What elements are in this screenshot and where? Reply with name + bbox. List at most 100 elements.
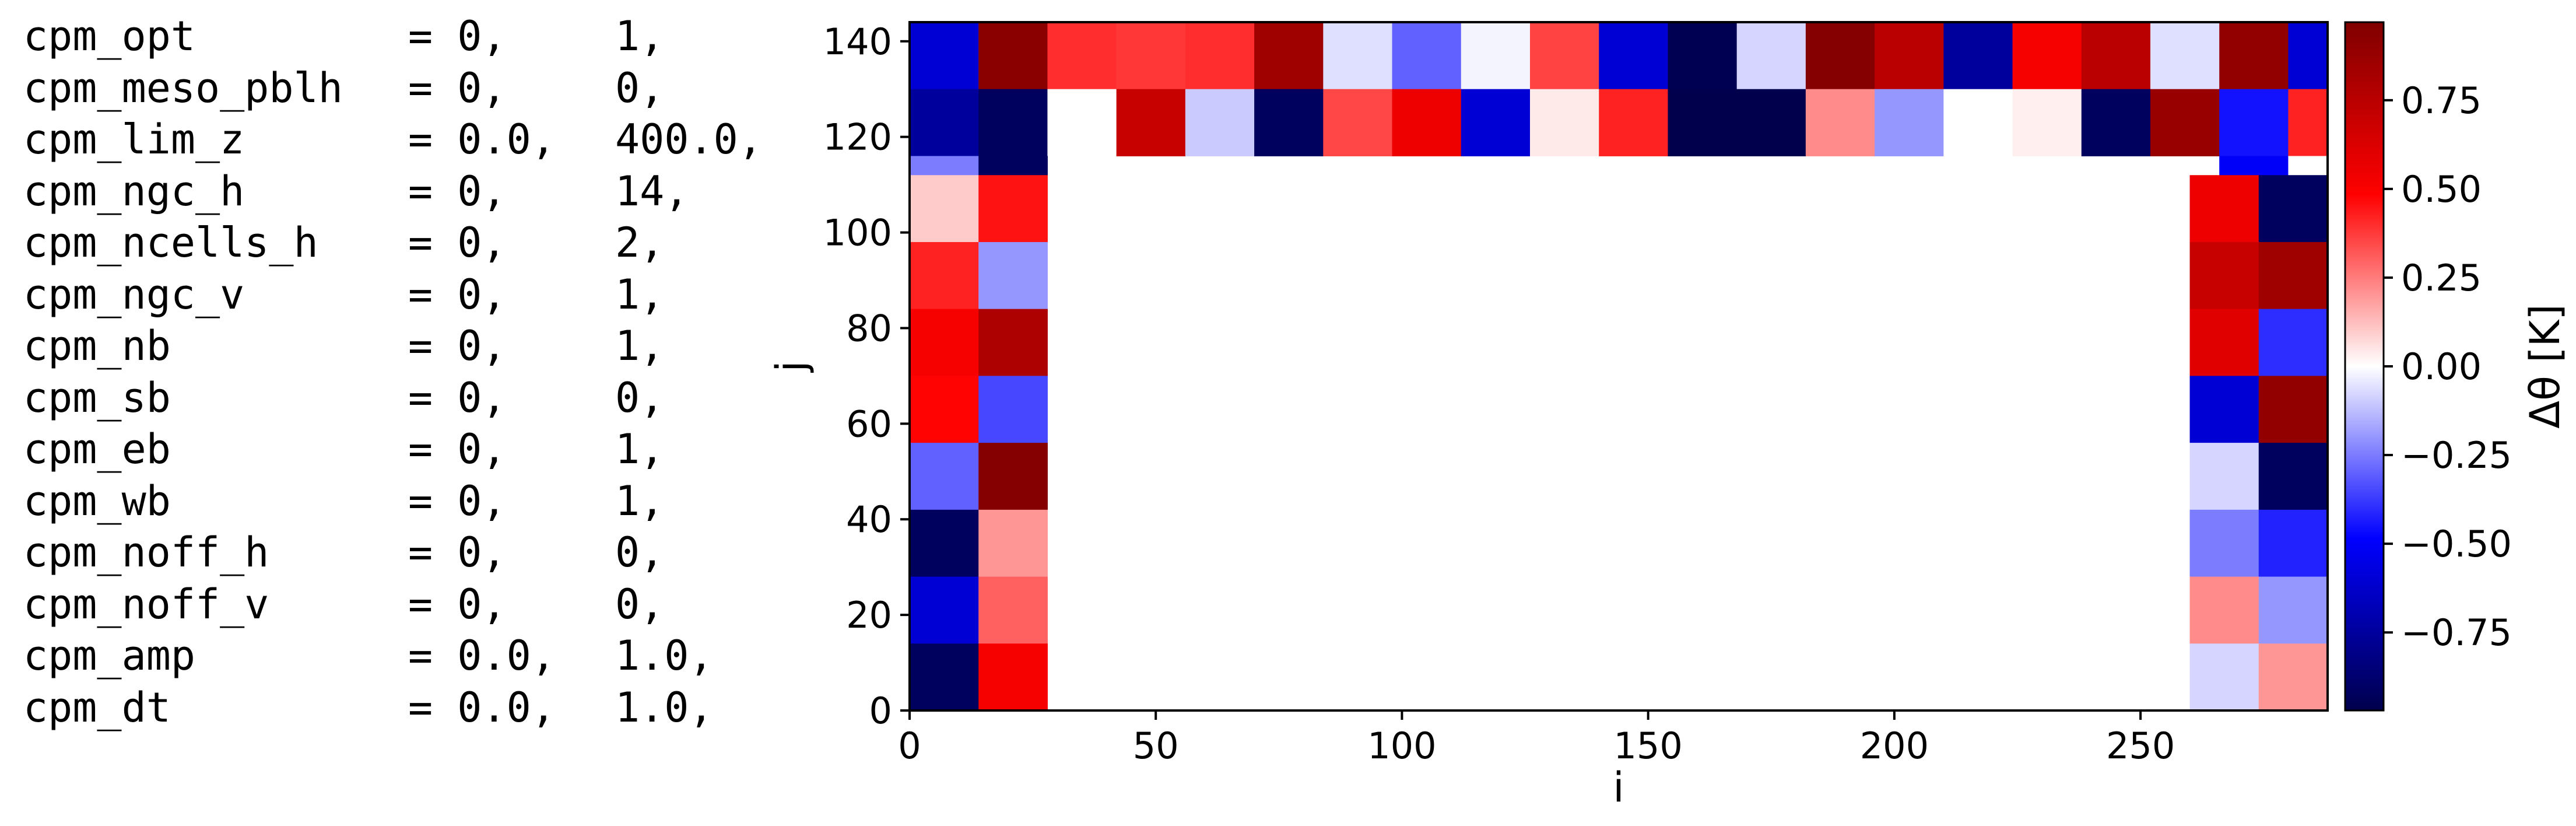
namelist-value-1: = 0.0, (408, 116, 556, 163)
namelist-row: cpm_ngc_v = 0, 1, (23, 269, 763, 321)
plot-frame (908, 21, 2329, 712)
namelist-param-name: cpm_sb (23, 373, 171, 422)
heatmap-cell (910, 576, 979, 644)
y-tick-label: 0 (869, 690, 892, 732)
heatmap-cell (978, 89, 1048, 156)
heatmap-cell (2012, 22, 2082, 90)
namelist-value-1: = 0, (408, 219, 507, 267)
namelist-param-name: cpm_lim_z (23, 116, 245, 163)
y-tick-label: 120 (823, 116, 892, 159)
heatmap-cells (910, 22, 2328, 711)
heatmap-cell (1530, 22, 1599, 90)
namelist-value-2: 14, (615, 167, 689, 215)
namelist-value-2: 1, (615, 12, 665, 60)
namelist-value-2: 1, (615, 270, 665, 318)
heatmap-cell (910, 376, 979, 443)
heatmap-cell (2258, 443, 2328, 510)
namelist-value-1: = 0, (408, 322, 507, 370)
heatmap-cell (2189, 576, 2259, 644)
namelist-value-2: 0, (615, 528, 665, 576)
namelist-row: cpm_sb = 0, 0, (23, 372, 763, 424)
colorbar-tick-label: 0.75 (2401, 79, 2482, 122)
y-tick-label: 80 (846, 307, 892, 349)
colorbar-tick-label: −0.50 (2401, 523, 2512, 565)
heatmap-cell (2150, 22, 2220, 90)
namelist-param-name: cpm_dt (23, 683, 171, 732)
heatmap-cell (2219, 89, 2289, 156)
heatmap-cell (2189, 643, 2259, 711)
heatmap-cell (1461, 89, 1531, 156)
heatmap-cell (978, 643, 1048, 711)
heatmap-cell (2288, 156, 2328, 176)
y-tick-label: 140 (823, 20, 892, 63)
heatmap-cell (2258, 376, 2328, 443)
namelist-value-1: = 0, (408, 64, 507, 112)
namelist-param-name: cpm_nb (23, 322, 171, 370)
heatmap-cell (910, 156, 979, 176)
namelist-param-name: cpm_ngc_v (23, 270, 245, 318)
namelist-value-2: 400.0, (615, 116, 763, 163)
namelist-param-name: cpm_noff_h (23, 528, 269, 576)
heatmap-cell (2288, 22, 2328, 90)
heatmap-cell (2258, 309, 2328, 376)
heatmap-cell (1185, 89, 1255, 156)
colorbar-tick-label: −0.75 (2401, 611, 2512, 654)
heatmap-cell (1323, 22, 1393, 90)
namelist-row: cpm_nb = 0, 1, (23, 320, 763, 372)
x-tick-label: 100 (1367, 724, 1436, 767)
namelist-value-2: 1, (615, 477, 665, 525)
heatmap-cell (978, 175, 1048, 243)
heatmap-cell (1323, 89, 1393, 156)
heatmap-cell (978, 443, 1048, 510)
heatmap-cell (1805, 22, 1875, 90)
heatmap-cell (1392, 89, 1462, 156)
heatmap-cell (2189, 376, 2259, 443)
namelist-row: cpm_lim_z = 0.0, 400.0, (23, 114, 763, 166)
heatmap-cell (1943, 89, 2013, 156)
heatmap-cell (1461, 22, 1531, 90)
y-tick-label: 40 (846, 498, 892, 541)
x-tick-label: 150 (1613, 724, 1682, 767)
namelist-param-name: cpm_amp (23, 632, 196, 680)
heatmap-cell (2150, 89, 2220, 156)
heatmap-cell (2189, 175, 2259, 243)
heatmap-cell (2258, 643, 2328, 711)
namelist-value-1: = 0, (408, 477, 507, 525)
namelist-row: cpm_amp = 0.0, 1.0, (23, 630, 763, 682)
namelist-row: cpm_noff_h = 0, 0, (23, 527, 763, 579)
namelist-value-1: = 0, (408, 12, 507, 60)
heatmap-cell (910, 89, 979, 156)
heatmap-cell (1047, 22, 1117, 90)
namelist-row: cpm_eb = 0, 1, (23, 424, 763, 475)
heatmap-cell (1943, 22, 2013, 90)
namelist-param-name: cpm_opt (23, 12, 196, 60)
namelist-param-name: cpm_eb (23, 425, 171, 473)
heatmap-cell (910, 22, 979, 90)
heatmap-cell (2189, 309, 2259, 376)
heatmap-cell (2288, 89, 2328, 156)
y-tick-label: 100 (823, 212, 892, 254)
namelist-row: cpm_ncells_h = 0, 2, (23, 217, 763, 269)
heatmap-cell (1530, 89, 1599, 156)
namelist-value-1: = 0, (408, 373, 507, 422)
x-tick-label: 200 (1860, 724, 1929, 767)
heatmap-cell (2081, 22, 2151, 90)
namelist-value-2: 1.0, (615, 683, 714, 732)
heatmap-cell (1254, 89, 1324, 156)
heatmap-cell (2189, 509, 2259, 578)
namelist-value-2: 2, (615, 219, 665, 267)
x-tick-label: 0 (898, 724, 921, 767)
heatmap-cell (2189, 443, 2259, 510)
heatmap-cell (1736, 89, 1806, 156)
heatmap-cell (2258, 242, 2328, 310)
namelist-row: cpm_opt = 0, 1, (23, 10, 763, 62)
heatmap-cell (2012, 89, 2082, 156)
namelist-value-1: = 0, (408, 425, 507, 473)
y-axis-label: j (767, 360, 815, 373)
heatmap-cell (2258, 509, 2328, 578)
colorbar-tick-label: 0.50 (2401, 168, 2482, 211)
namelist-row: cpm_noff_v = 0, 0, (23, 579, 763, 631)
colorbar-tick-label: 0.25 (2401, 257, 2482, 299)
y-tick-label: 20 (846, 594, 892, 636)
namelist-value-2: 0, (615, 373, 665, 422)
